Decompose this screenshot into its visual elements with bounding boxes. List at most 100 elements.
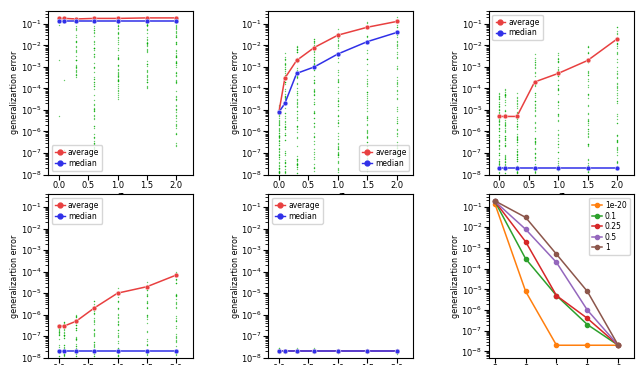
Point: [280, 348, 290, 354]
Point: [89, 102, 99, 108]
0.25: [584, 316, 591, 320]
Point: [612, 81, 622, 87]
Point: [362, 80, 372, 86]
Point: [309, 124, 319, 130]
Point: [529, 124, 540, 130]
Point: [529, 139, 540, 145]
Point: [529, 150, 540, 156]
Point: [494, 160, 504, 165]
Point: [280, 56, 290, 62]
Point: [512, 123, 522, 129]
Point: [362, 105, 372, 111]
Point: [280, 115, 290, 121]
Point: [333, 120, 343, 126]
Point: [113, 94, 123, 100]
Point: [71, 67, 81, 73]
Point: [172, 270, 182, 276]
Point: [274, 104, 284, 110]
Point: [113, 81, 123, 87]
Point: [512, 163, 522, 169]
Point: [291, 70, 301, 76]
Point: [60, 332, 70, 338]
Point: [309, 58, 319, 64]
Point: [612, 160, 622, 166]
Point: [274, 146, 284, 152]
Point: [494, 118, 504, 124]
Point: [512, 95, 522, 101]
Point: [172, 131, 182, 137]
Point: [494, 101, 504, 107]
Point: [582, 142, 593, 148]
Point: [89, 348, 99, 354]
Point: [172, 277, 182, 283]
Point: [362, 24, 372, 30]
Point: [274, 345, 284, 351]
Point: [362, 143, 372, 149]
Point: [172, 48, 182, 54]
Point: [89, 297, 99, 303]
Point: [529, 161, 540, 167]
Point: [280, 95, 290, 101]
Point: [54, 324, 64, 330]
Point: [113, 63, 123, 69]
Line: 0.25: 0.25: [493, 199, 620, 347]
Point: [89, 149, 99, 155]
Point: [113, 30, 123, 36]
Point: [500, 123, 510, 129]
Point: [333, 38, 343, 44]
Point: [280, 93, 290, 99]
Point: [142, 336, 152, 342]
Point: [89, 106, 99, 112]
Point: [309, 77, 319, 83]
Point: [612, 59, 622, 65]
Point: [71, 32, 81, 38]
Point: [291, 104, 301, 110]
Point: [60, 332, 70, 338]
Point: [54, 57, 64, 62]
Point: [553, 73, 563, 78]
Point: [113, 73, 123, 79]
Point: [142, 348, 152, 354]
Point: [274, 122, 284, 127]
Point: [172, 34, 182, 40]
Point: [71, 28, 81, 34]
Point: [280, 95, 290, 100]
Text: (b)  fixed sampling, $n = 3$: (b) fixed sampling, $n = 3$: [275, 227, 406, 241]
Point: [113, 330, 123, 336]
Point: [291, 349, 301, 355]
Point: [582, 58, 593, 64]
Point: [529, 97, 540, 103]
Point: [60, 353, 70, 359]
Point: [582, 58, 593, 64]
Point: [494, 93, 504, 99]
Point: [392, 145, 402, 150]
Point: [494, 145, 504, 151]
Point: [512, 142, 522, 148]
Point: [494, 91, 504, 97]
Point: [172, 96, 182, 102]
Point: [309, 92, 319, 98]
Point: [172, 52, 182, 58]
Point: [113, 54, 123, 60]
Point: [89, 142, 99, 147]
Point: [113, 23, 123, 29]
Point: [142, 79, 152, 85]
Point: [291, 55, 301, 61]
Point: [553, 59, 563, 65]
Point: [494, 159, 504, 165]
Point: [172, 20, 182, 26]
Point: [529, 65, 540, 71]
Point: [142, 349, 152, 354]
Point: [89, 47, 99, 53]
Point: [291, 170, 301, 176]
Point: [333, 35, 343, 41]
Point: [71, 16, 81, 22]
Point: [612, 74, 622, 80]
Point: [54, 330, 64, 336]
Point: [553, 114, 563, 119]
Point: [172, 24, 182, 30]
Point: [494, 165, 504, 171]
Point: [89, 327, 99, 333]
Point: [113, 39, 123, 45]
Point: [274, 349, 284, 355]
